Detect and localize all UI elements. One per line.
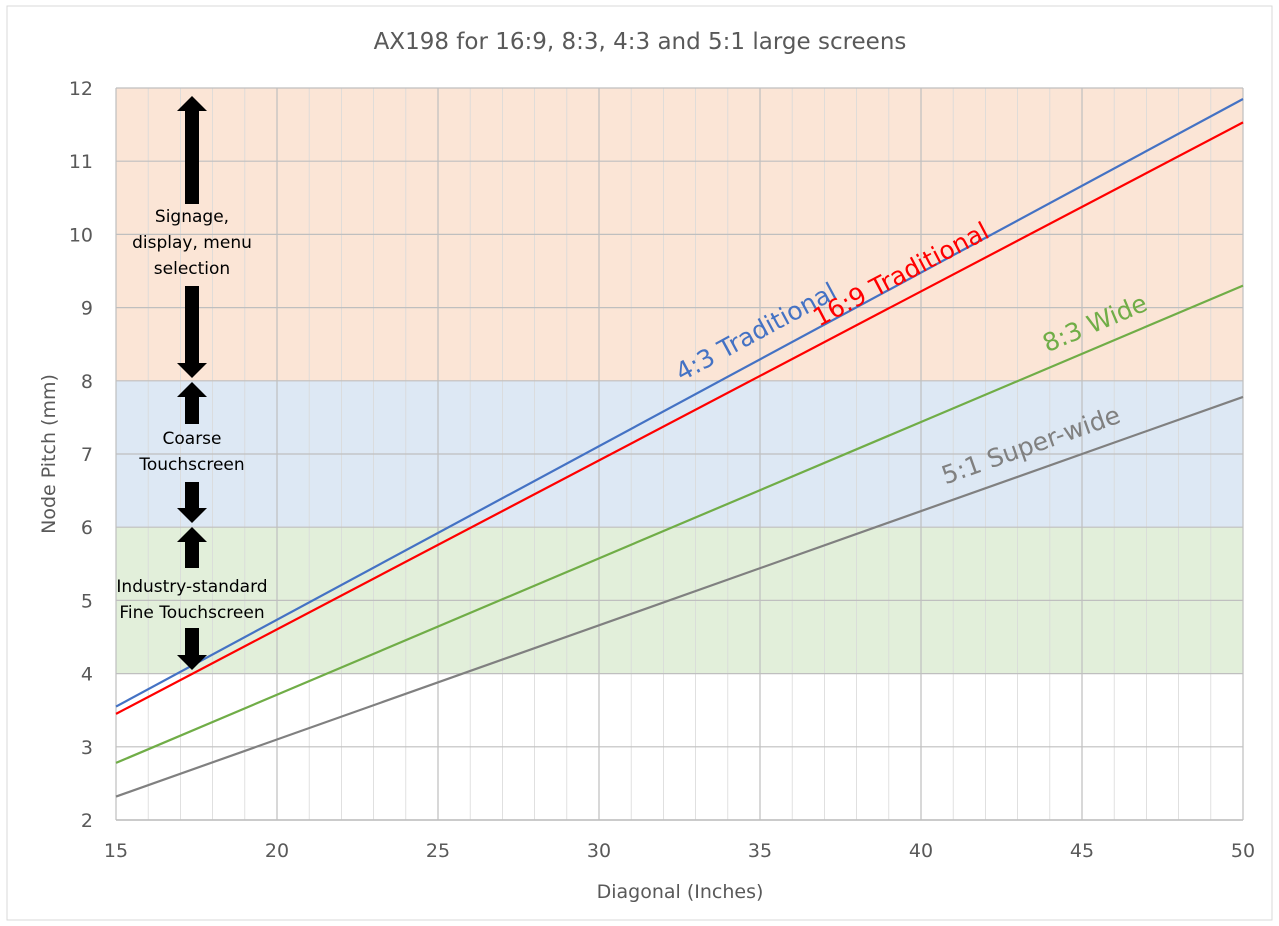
coarse-arrow-up-head	[177, 382, 207, 397]
series-line-3	[115, 395, 1244, 798]
x-tick-label: 20	[265, 840, 289, 862]
arrows-group: Signage, display, menu selection Coarse Touc…	[116, 96, 268, 670]
grid-group	[115, 87, 1244, 821]
coarse-arrow-up-shaft	[185, 396, 199, 424]
y-tick-label: 2	[81, 810, 93, 832]
y-tick-label: 5	[81, 590, 93, 612]
fine-arrow-up-shaft	[185, 541, 199, 568]
signage-label-line: display, menu	[132, 233, 252, 253]
y-tick-label: 6	[81, 517, 93, 539]
coarse-arrow-down-shaft	[185, 482, 199, 509]
signage-label-line: selection	[154, 259, 230, 279]
x-tick-label: 50	[1231, 840, 1255, 862]
signage-arrow-down-shaft	[185, 286, 199, 364]
signage-label-line: Signage,	[155, 207, 229, 227]
y-axis-label: Node Pitch (mm)	[38, 374, 60, 534]
y-tick-label: 7	[81, 444, 93, 466]
x-tick-label: 25	[426, 840, 450, 862]
x-tick-label: 45	[1070, 840, 1094, 862]
y-tick-label: 10	[69, 224, 93, 246]
y-tick-label: 9	[81, 298, 93, 320]
x-tick-label: 15	[104, 840, 128, 862]
x-tick-label: 40	[909, 840, 933, 862]
series-line-1	[115, 121, 1244, 715]
coarse-arrow-down-head	[177, 508, 207, 523]
series-line-2	[115, 284, 1244, 764]
y-tick-label: 8	[81, 371, 93, 393]
signage-arrow-down-head	[177, 363, 207, 378]
x-axis-label: Diagonal (Inches)	[597, 881, 764, 903]
y-tick-label: 12	[69, 78, 93, 100]
fine-arrow-down-head	[177, 655, 207, 670]
fine-arrow-down-shaft	[185, 628, 199, 656]
signage-arrow-up-shaft	[185, 110, 199, 204]
series-line-0	[115, 98, 1244, 708]
fine-label-line: Fine Touchscreen	[119, 603, 264, 623]
fine-arrow-up-head	[177, 527, 207, 542]
coarse-label-line: Coarse	[163, 429, 222, 449]
x-tick-label: 35	[748, 840, 772, 862]
x-tick-label: 30	[587, 840, 611, 862]
signage-arrow-up-head	[177, 96, 207, 111]
y-tick-label: 11	[69, 151, 93, 173]
coarse-label-line: Touchscreen	[138, 455, 244, 475]
y-tick-label: 4	[81, 664, 93, 686]
chart-title: AX198 for 16:9, 8:3, 4:3 and 5:1 large s…	[374, 29, 907, 55]
y-tick-label: 3	[81, 737, 93, 759]
fine-label-line: Industry-standard	[116, 577, 267, 597]
